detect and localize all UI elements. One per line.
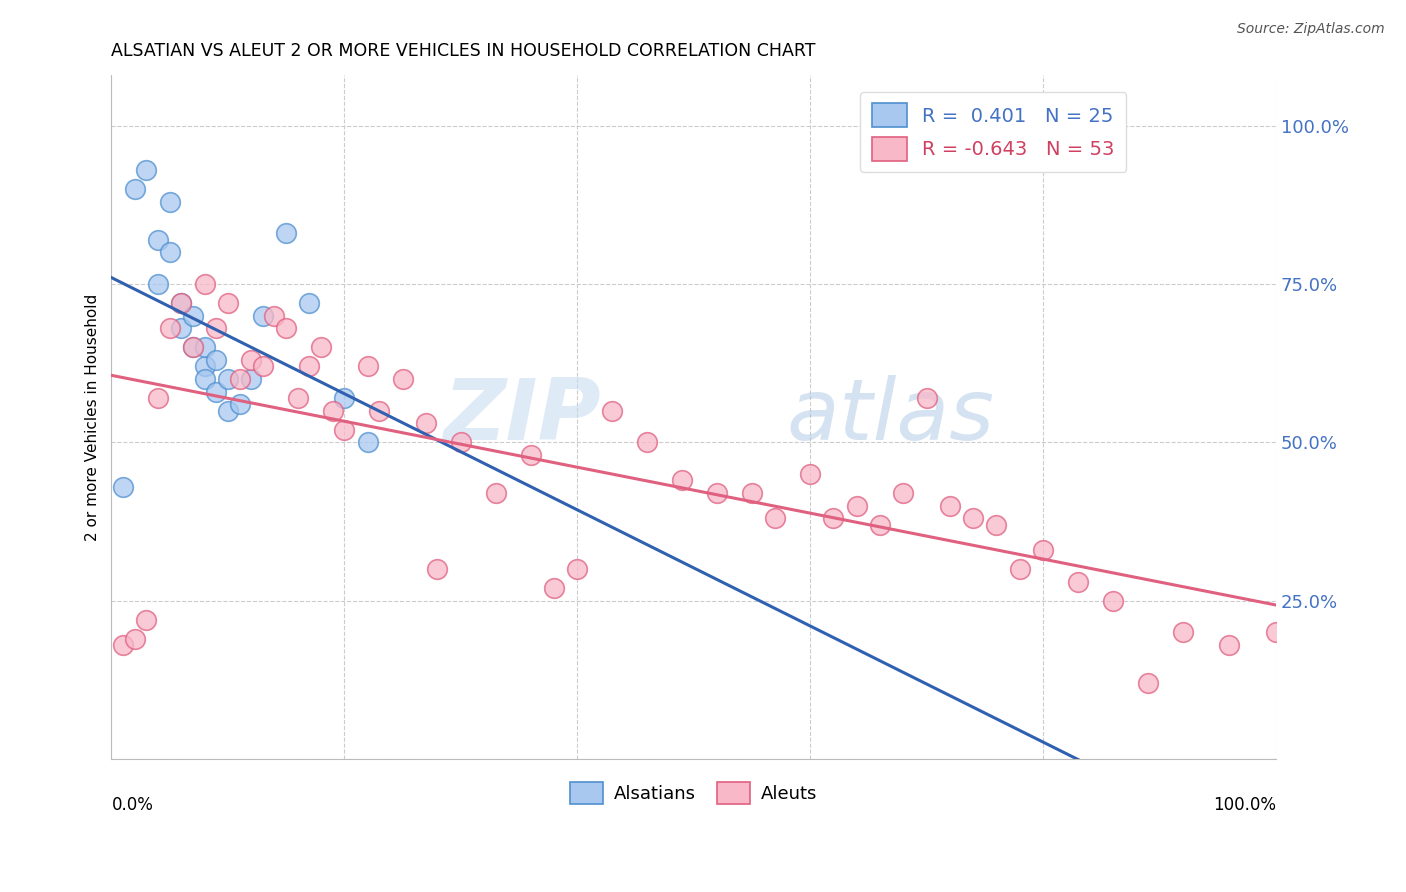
Point	[298, 296, 321, 310]
Point	[741, 486, 763, 500]
Point	[170, 296, 193, 310]
Point	[205, 321, 228, 335]
Text: ZIP: ZIP	[443, 376, 600, 458]
Point	[181, 340, 204, 354]
Point	[1102, 593, 1125, 607]
Point	[159, 321, 181, 335]
Text: ALSATIAN VS ALEUT 2 OR MORE VEHICLES IN HOUSEHOLD CORRELATION CHART: ALSATIAN VS ALEUT 2 OR MORE VEHICLES IN …	[111, 42, 815, 60]
Point	[986, 517, 1008, 532]
Point	[217, 296, 239, 310]
Point	[1265, 625, 1288, 640]
Point	[519, 448, 541, 462]
Point	[274, 227, 297, 241]
Point	[159, 194, 181, 209]
Point	[356, 435, 378, 450]
Text: 0.0%: 0.0%	[111, 797, 153, 814]
Point	[1136, 676, 1159, 690]
Point	[135, 163, 157, 178]
Point	[322, 403, 344, 417]
Point	[146, 391, 169, 405]
Point	[391, 372, 413, 386]
Point	[426, 562, 449, 576]
Point	[205, 384, 228, 399]
Point	[799, 467, 821, 481]
Y-axis label: 2 or more Vehicles in Household: 2 or more Vehicles in Household	[86, 293, 100, 541]
Point	[194, 359, 217, 374]
Point	[415, 417, 437, 431]
Point	[763, 511, 786, 525]
Point	[671, 473, 693, 487]
Point	[263, 309, 285, 323]
Point	[636, 435, 658, 450]
Point	[194, 277, 217, 291]
Point	[112, 638, 135, 652]
Point	[181, 340, 204, 354]
Point	[298, 359, 321, 374]
Point	[274, 321, 297, 335]
Point	[845, 499, 868, 513]
Point	[194, 340, 217, 354]
Point	[915, 391, 938, 405]
Point	[567, 562, 589, 576]
Point	[146, 233, 169, 247]
Point	[228, 372, 250, 386]
Point	[356, 359, 378, 374]
Point	[135, 613, 157, 627]
Point	[891, 486, 914, 500]
Point	[194, 372, 217, 386]
Point	[240, 353, 263, 368]
Point	[962, 511, 984, 525]
Point	[309, 340, 332, 354]
Point	[543, 581, 565, 595]
Text: Source: ZipAtlas.com: Source: ZipAtlas.com	[1237, 22, 1385, 37]
Point	[706, 486, 728, 500]
Point	[869, 517, 891, 532]
Point	[146, 277, 169, 291]
Point	[333, 423, 356, 437]
Point	[217, 403, 239, 417]
Point	[159, 245, 181, 260]
Point	[1008, 562, 1031, 576]
Point	[228, 397, 250, 411]
Point	[181, 309, 204, 323]
Point	[252, 309, 274, 323]
Point	[170, 321, 193, 335]
Point	[124, 182, 146, 196]
Point	[240, 372, 263, 386]
Point	[252, 359, 274, 374]
Point	[333, 391, 356, 405]
Text: 100.0%: 100.0%	[1213, 797, 1277, 814]
Point	[205, 353, 228, 368]
Point	[600, 403, 623, 417]
Point	[1067, 574, 1090, 589]
Point	[939, 499, 962, 513]
Point	[823, 511, 845, 525]
Point	[217, 372, 239, 386]
Point	[450, 435, 472, 450]
Point	[1218, 638, 1240, 652]
Point	[170, 296, 193, 310]
Point	[287, 391, 309, 405]
Legend: Alsatians, Aleuts: Alsatians, Aleuts	[564, 775, 824, 812]
Point	[1032, 542, 1054, 557]
Point	[1171, 625, 1194, 640]
Point	[124, 632, 146, 646]
Point	[368, 403, 391, 417]
Text: atlas: atlas	[787, 376, 995, 458]
Point	[112, 480, 135, 494]
Point	[485, 486, 508, 500]
